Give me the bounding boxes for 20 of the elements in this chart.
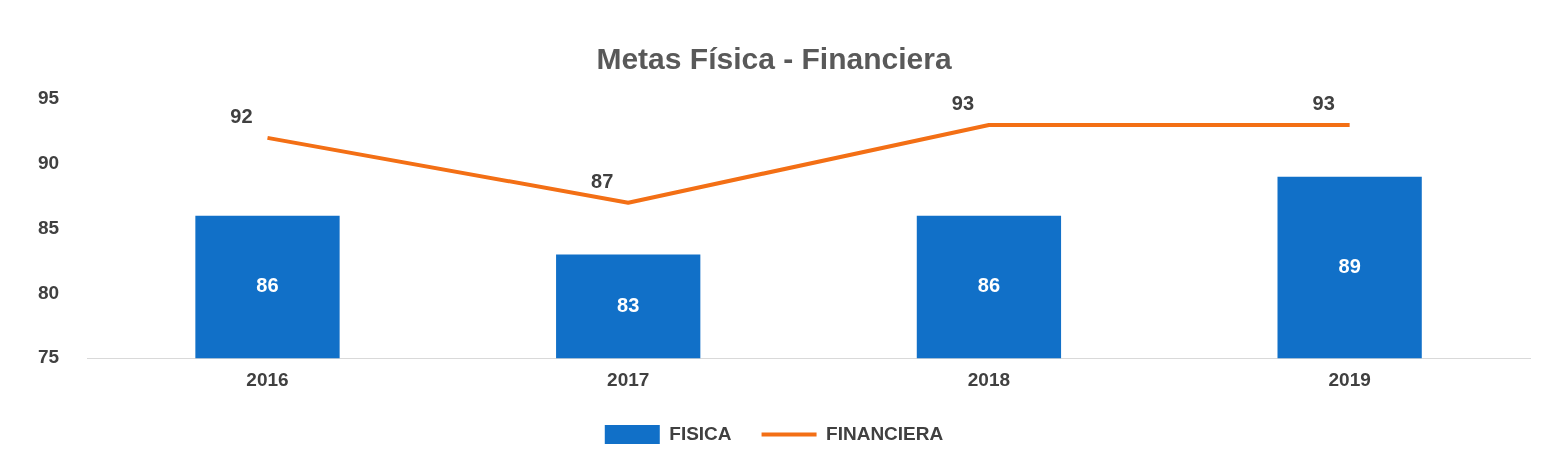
data-label: 87 — [591, 170, 614, 193]
legend-label: FINANCIERA — [826, 422, 944, 444]
data-label: 86 — [977, 274, 1001, 297]
legend-label: FISICA — [669, 422, 732, 444]
data-label: 86 — [256, 274, 279, 297]
x-tick-label: 2017 — [607, 368, 650, 390]
y-tick-label: 85 — [37, 216, 60, 238]
x-tick-label: 2019 — [1328, 368, 1371, 390]
y-tick-label: 90 — [37, 152, 60, 174]
y-tick-label: 75 — [37, 346, 60, 368]
chart-title: Metas Física - Financiera — [596, 42, 952, 76]
data-label: 93 — [951, 92, 975, 115]
data-label: 89 — [1338, 255, 1361, 277]
data-label: 83 — [617, 293, 640, 316]
data-label: 92 — [230, 105, 253, 128]
y-tick-label: 80 — [37, 281, 60, 303]
y-tick-label: 95 — [37, 87, 60, 109]
x-tick-label: 2018 — [967, 368, 1011, 390]
data-label: 93 — [1312, 92, 1335, 115]
x-tick-label: 2016 — [246, 368, 289, 390]
